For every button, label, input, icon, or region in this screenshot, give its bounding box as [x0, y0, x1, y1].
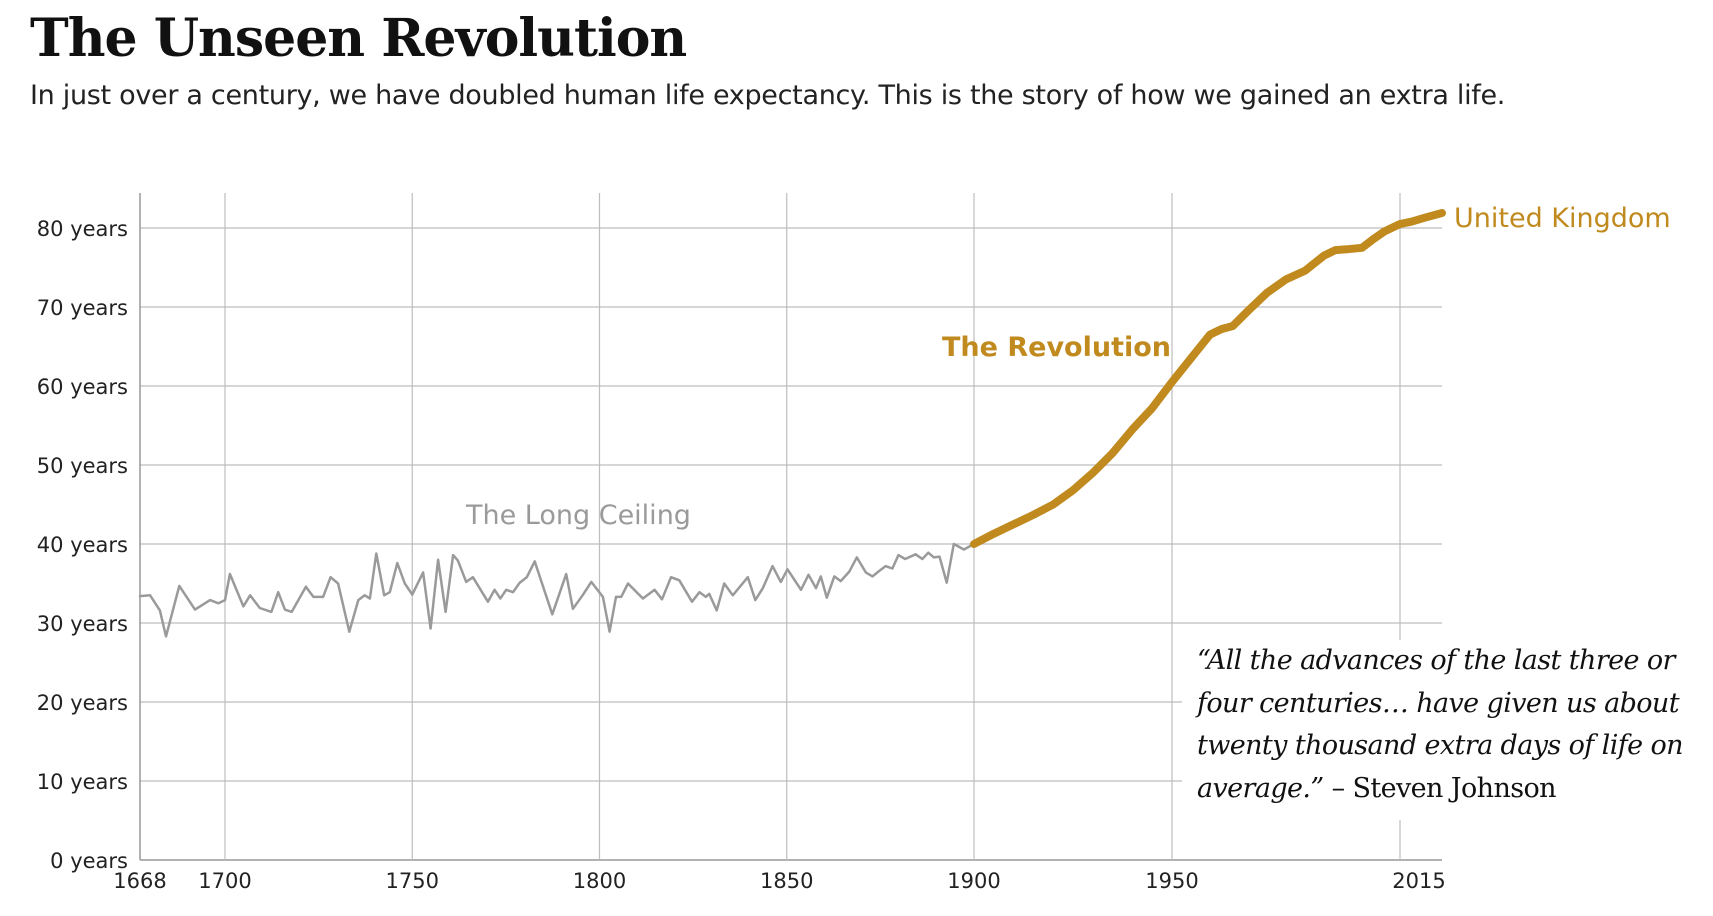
quote-text: “All the advances of the last three or f… [1197, 645, 1684, 804]
x-tick-label: 1800 [573, 869, 626, 893]
x-tick-label: 1950 [1145, 869, 1198, 893]
x-tick-label: 1750 [386, 869, 439, 893]
y-tick-label: 50 years [37, 454, 128, 478]
series-line-revolution [970, 209, 1446, 548]
series-line-pre-1900 [138, 542, 976, 638]
page-title: The Unseen Revolution [30, 8, 687, 69]
page-subtitle: In just over a century, we have doubled … [30, 80, 1506, 111]
x-tick-label: 2015 [1392, 869, 1445, 893]
x-tick-label: 1700 [198, 869, 251, 893]
series-lines [138, 209, 1446, 638]
y-tick-label: 30 years [37, 612, 128, 636]
y-tick-label: 40 years [37, 533, 128, 557]
y-tick-label: 60 years [37, 375, 128, 399]
y-tick-label: 0 years [50, 849, 128, 873]
quote-attribution: – Steven Johnson [1331, 772, 1557, 804]
x-axis: 1668 1700 1750 1800 1850 1900 1950 2015 [113, 869, 1445, 893]
x-tick-label: 1850 [760, 869, 813, 893]
y-tick-label: 70 years [37, 296, 128, 320]
x-tick-label: 1900 [947, 869, 1000, 893]
y-tick-label: 10 years [37, 770, 128, 794]
quote-box: “All the advances of the last three or f… [1182, 640, 1702, 820]
annotation-revolution: The Revolution [942, 332, 1171, 363]
y-tick-label: 20 years [37, 691, 128, 715]
y-axis: 0 years 10 years 20 years 30 years 40 years 5… [37, 217, 128, 873]
y-tick-label: 80 years [37, 217, 128, 241]
annotation-long-ceiling: The Long Ceiling [465, 500, 691, 531]
x-tick-label: 1668 [113, 869, 166, 893]
series-label-united-kingdom: United Kingdom [1454, 203, 1671, 234]
